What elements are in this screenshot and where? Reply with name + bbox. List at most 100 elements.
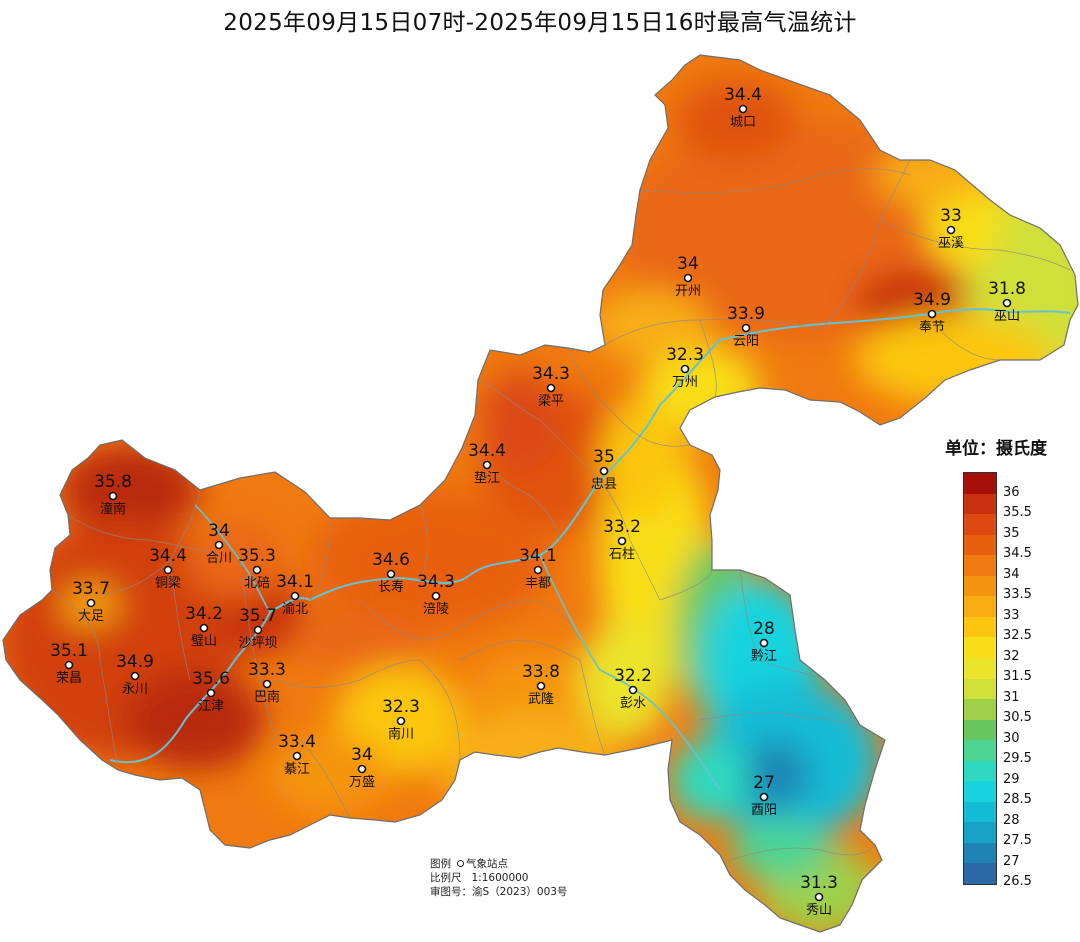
station-dot-icon [292,751,302,761]
station-value: 33.3 [248,660,286,680]
station-dot-icon [814,892,824,902]
station-name: 城口 [730,115,756,130]
legend-swatch [964,596,996,618]
legend-swatch [964,514,996,536]
station-marker: 35.8 潼南 [94,472,132,517]
station-marker: 31.3 秀山 [800,873,838,918]
legend-label: 36 [1003,485,1020,500]
station-dot-icon [1002,298,1012,308]
station-dot-icon [617,536,627,546]
station-dot-icon [482,460,492,470]
station-marker: 34 合川 [206,521,232,566]
legend-label: 28.5 [1003,792,1032,808]
station-name: 綦江 [284,762,310,777]
station-value: 33.8 [522,662,560,682]
station-marker: 33.2 石柱 [603,517,641,562]
wujiang-river [539,554,721,791]
station-dot-icon [253,625,263,635]
legend-label: 34.5 [1003,546,1032,562]
info-scale-value: 1:1600000 [471,872,529,884]
station-marker: 34.6 长寿 [372,550,410,595]
station-symbol-icon [457,860,464,867]
legend-label: 33.5 [1003,587,1032,603]
station-marker: 34 万盛 [349,745,375,790]
station-value: 32.2 [614,666,652,686]
legend-swatch [964,781,996,803]
legend-swatch [964,760,996,782]
station-marker: 34.1 渝北 [276,572,314,617]
station-value: 32.3 [666,345,704,365]
info-station-label: 气象站点 [466,858,508,870]
station-value: 34 [351,745,373,765]
station-value: 33.7 [72,579,110,599]
station-dot-icon [741,323,751,333]
legend-swatch [964,493,996,515]
station-marker: 35.6 江津 [192,669,230,714]
station-name: 大足 [78,609,104,624]
station-name: 合川 [206,551,232,566]
station-dot-icon [946,225,956,235]
station-dot-icon [431,591,441,601]
station-value: 27 [753,773,775,793]
station-value: 35.3 [238,546,276,566]
station-marker: 28 黔江 [751,619,777,664]
station-marker: 35.1 荣昌 [50,641,88,686]
station-value: 31.8 [988,279,1026,299]
station-marker: 33 巫溪 [938,206,964,251]
station-dot-icon [546,383,556,393]
station-value: 34 [208,521,230,541]
station-name: 璧山 [191,633,217,649]
legend-swatch [964,534,996,556]
station-marker: 34.1 丰都 [519,546,557,591]
station-value: 34.3 [417,572,455,592]
station-dot-icon [290,591,300,601]
station-name: 长寿 [378,580,404,595]
district-boundaries [51,159,1071,861]
station-dot-icon [683,273,693,283]
station-name: 石柱 [609,547,635,562]
station-dot-icon [599,466,609,476]
station-marker: 32.2 彭水 [614,666,652,711]
station-value: 33.2 [603,517,641,537]
station-marker: 33.9 云阳 [727,304,765,349]
jialing-river [194,504,271,613]
station-value: 34 [677,254,699,274]
station-name: 黔江 [751,649,777,664]
legend-swatch [964,863,996,885]
map-info: 图例 气象站点 比例尺 1:1600000 审图号：渝S（2023）003号 [430,857,567,899]
station-marker: 34.4 城口 [724,85,762,130]
legend-swatch [964,473,996,494]
station-name: 巴南 [254,689,280,705]
station-dot-icon [680,364,690,374]
station-marker: 34.9 奉节 [913,290,951,335]
station-value: 33.9 [727,304,765,324]
station-value: 34.4 [149,546,187,566]
station-name: 铜梁 [155,576,181,591]
station-marker: 35.7 沙坪坝 [238,606,277,651]
station-dot-icon [738,104,748,114]
map-title: 2025年09月15日07时-2025年09月15日16时最高气温统计 [223,10,857,36]
info-legend-label: 图例 [430,858,451,870]
station-value: 34.4 [468,441,506,461]
station-name: 垫江 [474,470,500,486]
station-value: 32.3 [382,697,420,717]
legend-label: 27 [1003,853,1020,869]
legend-swatch [964,575,996,597]
station-name: 开州 [675,284,701,299]
legend-swatch [964,637,996,659]
station-value: 34.9 [913,290,951,310]
info-scale-label: 比例尺 [430,872,462,884]
station-name: 万盛 [349,775,375,790]
station-dot-icon [214,540,224,550]
station-marker: 35.3 北碚 [238,546,276,591]
legend-unit-title: 单位：摄氏度 [945,439,1047,459]
station-dot-icon [262,679,272,689]
station-name: 梁平 [538,394,564,409]
station-name: 沙坪坝 [238,636,277,651]
legend-swatch [964,657,996,679]
legend-swatch [964,555,996,577]
station-value: 34.6 [372,550,410,570]
station-dot-icon [206,688,216,698]
legend-swatch [964,740,996,762]
